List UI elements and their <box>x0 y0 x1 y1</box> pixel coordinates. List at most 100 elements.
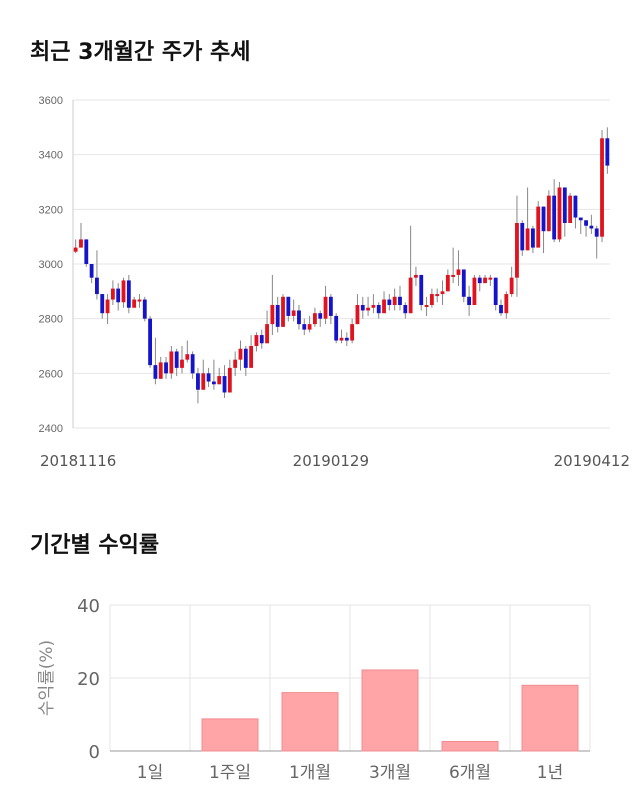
candle <box>153 337 158 385</box>
candle-body-down <box>499 305 503 314</box>
candle <box>217 367 222 385</box>
candle <box>318 310 323 327</box>
candle <box>504 291 509 319</box>
candle-body-up <box>472 277 477 305</box>
candle-body-up <box>536 206 541 248</box>
candle-body-down <box>100 294 105 314</box>
returns-chart-title: 기간별 수익률 <box>30 533 160 558</box>
candle <box>355 294 360 325</box>
candle-body-down <box>493 277 498 305</box>
candle <box>573 195 578 229</box>
candle <box>552 179 557 243</box>
candle-body-down <box>605 138 610 166</box>
candle-body-up <box>227 367 232 393</box>
candle-body-up <box>392 296 397 305</box>
candle <box>302 318 307 336</box>
candle <box>472 274 477 305</box>
candle-body-up <box>546 195 551 232</box>
candle <box>429 288 434 308</box>
candle-body-up <box>291 310 296 316</box>
candle <box>313 307 317 327</box>
candle <box>281 294 285 327</box>
candle-body-up <box>307 324 312 330</box>
y-tick-label: 0 <box>89 742 100 763</box>
y-axis-label: 수익률(%) <box>37 640 57 716</box>
candle-body-up <box>323 296 328 319</box>
candle <box>382 291 386 314</box>
candle-body-up <box>488 277 493 280</box>
category-label: 3개월 <box>369 763 411 783</box>
candle <box>594 225 599 259</box>
candle-body-down <box>376 305 381 314</box>
candle-body-down <box>259 335 264 344</box>
candle-body-up <box>382 299 386 314</box>
candle-body-up <box>185 354 190 360</box>
candle <box>499 299 503 316</box>
return-bar <box>281 692 339 752</box>
candle-body-up <box>525 228 530 251</box>
candle <box>190 351 195 379</box>
candle-body-down <box>84 239 89 264</box>
candle-body-down <box>360 305 365 311</box>
candle <box>254 332 259 352</box>
candle-body-up <box>217 376 222 385</box>
candle-body-down <box>467 296 472 305</box>
candle <box>137 294 142 308</box>
candle <box>440 280 445 305</box>
candle-body-up <box>281 296 285 327</box>
candle-body-down <box>196 373 200 390</box>
candle <box>185 340 190 363</box>
candle-body-up <box>414 274 418 278</box>
candle-body-up <box>408 277 413 314</box>
candle <box>568 192 573 223</box>
candle <box>233 351 238 377</box>
candle <box>95 250 99 300</box>
candle-body-up <box>201 373 206 390</box>
candle <box>493 277 498 311</box>
y-tick-label: 3600 <box>39 95 63 107</box>
candle <box>488 274 493 286</box>
candle <box>196 367 200 404</box>
candle-body-up <box>600 138 604 237</box>
candle-body-up <box>366 307 370 311</box>
candle <box>589 214 594 234</box>
candle-body-up <box>121 280 126 303</box>
candlestick-chart: 2400 2600 2800 3000 3200 3400 3600 20181116 2019… <box>39 95 630 470</box>
candle-body-up <box>158 362 163 379</box>
candle <box>477 274 482 292</box>
candle <box>515 195 519 297</box>
candle-body-down <box>584 220 588 226</box>
return-bar <box>201 718 259 752</box>
candle-body-down <box>318 313 323 319</box>
candle <box>578 217 583 234</box>
candle-body-down <box>286 296 291 316</box>
x-tick-label: 20190412 <box>554 452 630 470</box>
candle-body-down <box>461 269 466 297</box>
candle <box>265 310 269 344</box>
candle <box>366 296 370 316</box>
candle <box>126 274 131 314</box>
candle-body-down <box>589 225 594 229</box>
candle-body-down <box>148 318 153 366</box>
candle <box>546 190 551 232</box>
candle <box>286 296 291 322</box>
candle-body-down <box>387 299 392 305</box>
candle-body-up <box>557 187 562 240</box>
candle-chart-title: 최근 3개월간 주가 추세 <box>30 40 251 65</box>
candle-body-down <box>477 277 482 284</box>
candle <box>275 296 280 333</box>
candle-body-down <box>573 195 578 218</box>
candle-body-up <box>238 348 243 360</box>
candle <box>536 201 541 248</box>
candle <box>121 277 126 308</box>
candle-body-up <box>265 324 269 344</box>
y-tick-label: 3200 <box>39 204 63 216</box>
candle <box>243 346 248 377</box>
candle <box>483 274 487 284</box>
candle <box>339 329 344 344</box>
candle <box>73 239 78 254</box>
candle-body-up <box>429 294 434 305</box>
candle <box>414 266 418 286</box>
candle <box>360 296 365 319</box>
